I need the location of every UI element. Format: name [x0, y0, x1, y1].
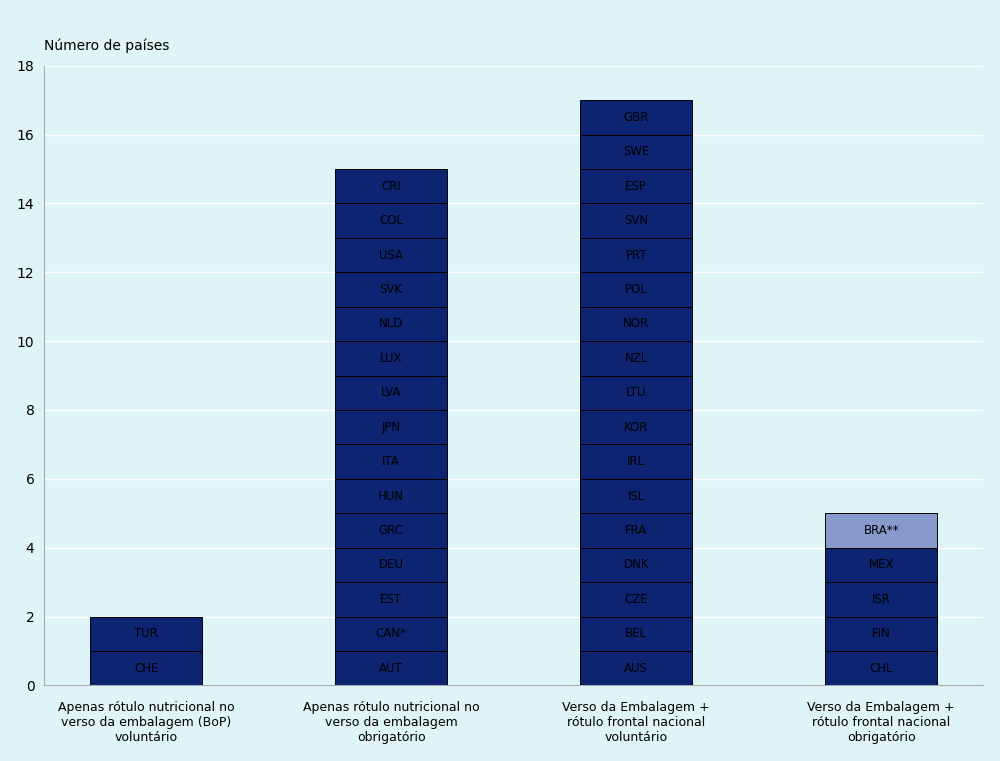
Text: NLD: NLD	[379, 317, 403, 330]
Bar	[580, 513, 692, 548]
Bar	[825, 651, 937, 686]
Text: ESP: ESP	[625, 180, 647, 193]
Text: GBR: GBR	[624, 111, 649, 124]
Text: IRL: IRL	[627, 455, 645, 468]
Bar	[335, 616, 447, 651]
Text: NOR: NOR	[623, 317, 649, 330]
Text: HUN: HUN	[378, 489, 404, 502]
Bar	[90, 616, 202, 651]
Text: BRA**: BRA**	[863, 524, 899, 537]
Bar	[580, 135, 692, 169]
Text: NZL: NZL	[625, 352, 648, 365]
Bar	[580, 616, 692, 651]
Bar	[580, 444, 692, 479]
Bar	[335, 238, 447, 272]
Bar	[580, 238, 692, 272]
Text: POL: POL	[625, 283, 648, 296]
Text: MEX: MEX	[868, 559, 894, 572]
Bar	[580, 479, 692, 513]
Text: COL: COL	[379, 214, 403, 227]
Text: JPN: JPN	[382, 421, 401, 434]
Bar	[335, 513, 447, 548]
Bar	[90, 651, 202, 686]
Text: AUS: AUS	[624, 661, 648, 675]
Bar	[335, 203, 447, 238]
Text: CRI: CRI	[381, 180, 401, 193]
Bar	[580, 100, 692, 135]
Text: FIN: FIN	[872, 627, 891, 640]
Text: LTU: LTU	[626, 387, 647, 400]
Bar	[335, 582, 447, 616]
Bar	[335, 548, 447, 582]
Bar	[580, 341, 692, 375]
Bar	[580, 272, 692, 307]
Text: TUR: TUR	[134, 627, 158, 640]
Bar	[825, 513, 937, 548]
Text: CAN*: CAN*	[376, 627, 407, 640]
Bar	[335, 651, 447, 686]
Text: DEU: DEU	[379, 559, 404, 572]
Text: PRT: PRT	[625, 249, 647, 262]
Text: BEL: BEL	[625, 627, 647, 640]
Bar	[335, 169, 447, 203]
Bar	[335, 410, 447, 444]
Text: AUT: AUT	[379, 661, 403, 675]
Bar	[335, 272, 447, 307]
Text: ISR: ISR	[872, 593, 891, 606]
Bar	[580, 548, 692, 582]
Text: EST: EST	[380, 593, 402, 606]
Bar	[580, 203, 692, 238]
Text: CHL: CHL	[869, 661, 893, 675]
Text: KOR: KOR	[624, 421, 648, 434]
Text: SVK: SVK	[380, 283, 403, 296]
Text: FRA: FRA	[625, 524, 647, 537]
Text: ITA: ITA	[382, 455, 400, 468]
Bar	[335, 341, 447, 375]
Bar	[580, 651, 692, 686]
Bar	[825, 582, 937, 616]
Bar	[335, 307, 447, 341]
Bar	[335, 375, 447, 410]
Bar	[580, 410, 692, 444]
Bar	[580, 375, 692, 410]
Bar	[335, 444, 447, 479]
Bar	[580, 169, 692, 203]
Text: LUX: LUX	[380, 352, 402, 365]
Bar	[580, 582, 692, 616]
Text: USA: USA	[379, 249, 403, 262]
Bar	[580, 307, 692, 341]
Text: CHE: CHE	[134, 661, 158, 675]
Bar	[825, 548, 937, 582]
Bar	[335, 479, 447, 513]
Text: ISL: ISL	[628, 489, 645, 502]
Text: Número de países: Número de países	[44, 39, 170, 53]
Bar	[825, 616, 937, 651]
Text: GRC: GRC	[379, 524, 404, 537]
Text: DNK: DNK	[623, 559, 649, 572]
Text: CZE: CZE	[624, 593, 648, 606]
Text: SVN: SVN	[624, 214, 648, 227]
Text: LVA: LVA	[381, 387, 401, 400]
Text: SWE: SWE	[623, 145, 649, 158]
